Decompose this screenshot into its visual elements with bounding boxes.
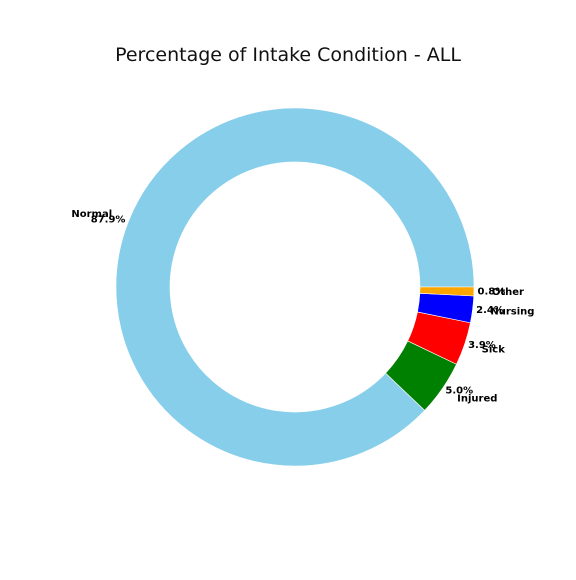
slice-normal xyxy=(115,107,475,467)
value-label-nursing: 2.4% xyxy=(476,305,504,316)
value-label-other: 0.8% xyxy=(478,287,506,298)
labels-layer: 87.9%Normal 5.0%Injured 3.9%Sick 2.4%Nursin… xyxy=(71,209,534,405)
value-label-sick: 3.9% xyxy=(468,340,496,351)
value-label-injured: 5.0% xyxy=(445,386,473,397)
slices-layer xyxy=(115,107,475,467)
category-label-normal: Normal xyxy=(71,209,112,220)
value-label-normal: 87.9% xyxy=(91,214,126,225)
category-label-nursing: Nursing xyxy=(490,307,534,318)
category-label-other: Other xyxy=(492,287,524,298)
category-label-sick: Sick xyxy=(482,345,506,356)
slice-other xyxy=(419,286,475,297)
category-label-injured: Injured xyxy=(457,394,497,405)
chart-title: Percentage of Intake Condition - ALL xyxy=(115,44,461,66)
